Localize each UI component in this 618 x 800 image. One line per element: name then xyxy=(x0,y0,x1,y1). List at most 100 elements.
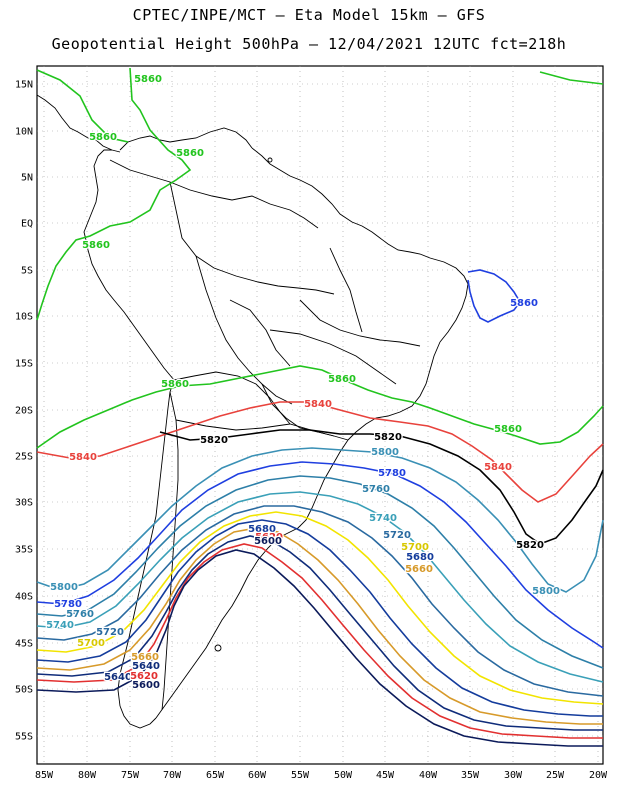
border-argentina-chile xyxy=(161,391,179,711)
border-brazil-states-2 xyxy=(269,329,397,385)
contour-label-5860: 5860 xyxy=(89,132,117,143)
contour-label-5720: 5720 xyxy=(383,530,411,541)
lon-label: 40W xyxy=(419,770,438,781)
coastlines xyxy=(36,94,469,729)
border-brazil-north xyxy=(169,181,335,295)
contour-label-5800: 5800 xyxy=(50,582,78,593)
contour-labels: 5860 5860 5860 5860 5860 5860 5860 5860 5840 5840… xyxy=(45,73,561,693)
map-subtitle: Geopotential Height 500hPa – 12/04/2021 … xyxy=(51,35,567,53)
contour-5660 xyxy=(36,527,603,725)
island-falklands xyxy=(214,644,222,652)
contour-label-5860: 5860 xyxy=(328,374,356,385)
lat-label: 20S xyxy=(15,406,33,417)
contour-label-5660: 5660 xyxy=(131,652,159,663)
coastline-guianas xyxy=(251,147,363,227)
lat-label: 45S xyxy=(15,639,33,650)
border-andes xyxy=(109,159,319,229)
coastline-chile xyxy=(117,379,175,707)
contour-5860-atlantic xyxy=(539,71,604,85)
lat-label: 15N xyxy=(15,80,33,91)
contour-label-5840: 5840 xyxy=(304,399,332,410)
coastline-e-brazil xyxy=(347,341,441,441)
contour-5840 xyxy=(36,401,604,503)
lon-label: 55W xyxy=(291,770,310,781)
lat-label: EQ xyxy=(21,219,33,230)
contour-5780 xyxy=(36,461,604,649)
contour-5860-south xyxy=(36,365,604,449)
map-frame xyxy=(36,65,604,765)
lat-label: 10N xyxy=(15,127,33,138)
contour-5600 xyxy=(36,549,603,747)
contour-5700 xyxy=(36,511,604,705)
lon-label: 35W xyxy=(461,770,480,781)
lon-label: 45W xyxy=(376,770,395,781)
contour-5680 xyxy=(36,519,603,717)
coastline-peru-ecuador xyxy=(83,149,175,381)
contour-label-5860: 5860 xyxy=(510,298,538,309)
lon-label: 60W xyxy=(248,770,267,781)
contour-label-5640: 5640 xyxy=(104,672,132,683)
border-brazil-states xyxy=(299,299,421,347)
coastline-tierra-del-fuego xyxy=(119,705,157,729)
contour-5640 xyxy=(36,535,603,731)
contour-label-5760: 5760 xyxy=(66,609,94,620)
lat-label: 35S xyxy=(15,545,33,556)
coastline-ne-brazil xyxy=(361,225,469,343)
map-title: CPTEC/INPE/MCT – Eta Model 15km – GFS xyxy=(132,6,486,24)
border-bolivia xyxy=(173,371,291,425)
contour-5740 xyxy=(36,491,604,683)
lat-label: 10S xyxy=(15,312,33,323)
contour-label-5620: 5620 xyxy=(130,671,158,682)
contour-label-5740: 5740 xyxy=(369,513,397,524)
coastline-patagonia-east xyxy=(155,539,277,719)
contour-5620 xyxy=(36,543,603,739)
contour-label-5700: 5700 xyxy=(401,542,429,553)
latitude-labels: 15N 10N 5N EQ 5S 10S 15S 20S 25S 30S 35S 40S 45S 50S 5… xyxy=(15,80,33,743)
longitude-labels: 85W 80W 75W 70W 65W 60W 55W 50W 45W 40W 35W 30W 25W 2… xyxy=(35,770,608,781)
contour-label-5780: 5780 xyxy=(378,468,406,479)
contour-label-5800: 5800 xyxy=(371,447,399,458)
lat-label: 50S xyxy=(15,685,33,696)
contour-5860-north xyxy=(36,67,192,321)
contour-5760 xyxy=(36,475,604,669)
coastline-central-america xyxy=(36,94,121,153)
contour-5820 xyxy=(159,429,604,545)
contour-5860-caribbean xyxy=(36,69,129,143)
coastline-caribbean-north xyxy=(119,127,253,151)
contour-label-5820: 5820 xyxy=(516,540,544,551)
lon-label: 30W xyxy=(504,770,523,781)
contour-label-5760: 5760 xyxy=(362,484,390,495)
contour-label-5840: 5840 xyxy=(69,452,97,463)
contour-label-5860: 5860 xyxy=(82,240,110,251)
lat-label: 5N xyxy=(21,173,33,184)
lon-label: 50W xyxy=(334,770,353,781)
lon-label: 80W xyxy=(78,770,97,781)
lon-label: 25W xyxy=(546,770,565,781)
lat-label: 25S xyxy=(15,452,33,463)
contour-label-5840: 5840 xyxy=(484,462,512,473)
contour-label-5640: 5640 xyxy=(132,661,160,672)
contour-label-5780: 5780 xyxy=(54,599,82,610)
lat-label: 30S xyxy=(15,498,33,509)
contour-label-5860: 5860 xyxy=(494,424,522,435)
contour-label-5700: 5700 xyxy=(77,638,105,649)
lon-label: 65W xyxy=(206,770,225,781)
contour-label-5620: 5620 xyxy=(255,532,283,543)
lat-label: 55S xyxy=(15,732,33,743)
contour-label-5600: 5600 xyxy=(254,536,282,547)
contour-label-5820: 5820 xyxy=(374,432,402,443)
border-brazil-states-4 xyxy=(229,299,291,367)
contour-5800 xyxy=(36,447,604,593)
contour-label-5860: 5860 xyxy=(161,379,189,390)
contour-label-5680: 5680 xyxy=(406,552,434,563)
lat-label: 15S xyxy=(15,359,33,370)
island-trinidad xyxy=(267,157,273,163)
lon-label: 20W xyxy=(589,770,608,781)
contour-label-5680: 5680 xyxy=(248,524,276,535)
contour-label-5660: 5660 xyxy=(405,564,433,575)
border-brazil-states-3 xyxy=(329,247,363,333)
lon-label: 75W xyxy=(121,770,140,781)
contour-label-5740: 5740 xyxy=(46,620,74,631)
contour-label-5720: 5720 xyxy=(96,627,124,638)
contour-label-5800: 5800 xyxy=(532,586,560,597)
